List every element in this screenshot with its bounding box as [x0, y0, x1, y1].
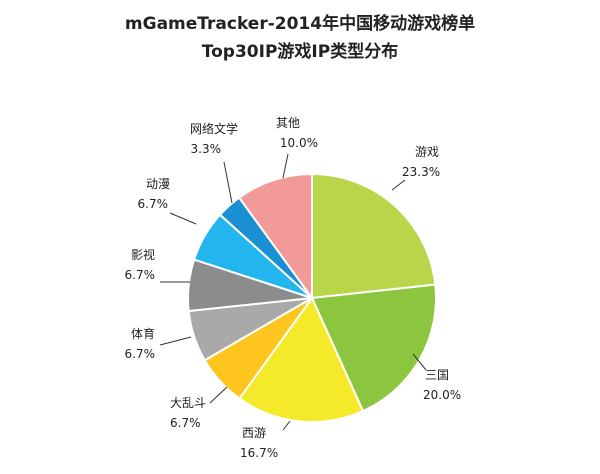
slice-4-leader-line: [209, 386, 228, 404]
slice-8-value-label: 3.3%: [191, 142, 222, 156]
slice-8-leader-line: [223, 161, 233, 204]
slice-3-name-label: 西游: [242, 426, 266, 440]
slice-1-leader-line: [391, 179, 406, 191]
slice-9-value-label: 10.0%: [280, 136, 318, 150]
slice-3-leader-line: [282, 420, 291, 431]
slice-7-name-label: 动漫: [146, 177, 170, 191]
slice-3-value-label: 16.7%: [240, 446, 278, 460]
slice-6-name-label: 影视: [131, 247, 155, 262]
slice-5-leader-line: [159, 336, 192, 346]
slice-9-wedge: [237, 172, 313, 302]
slice-6-value-label: 6.7%: [125, 268, 156, 282]
slice-1-value-label: 23.3%: [402, 165, 440, 179]
slice-1-wedge: [311, 172, 437, 300]
slice-8-name-label: 网络文学: [190, 121, 238, 136]
slice-1-name-label: 游戏: [415, 145, 439, 159]
slice-4-name-label: 大乱斗: [170, 396, 206, 410]
slice-9-leader-line: [282, 153, 289, 179]
slice-3-wedge: [238, 296, 365, 424]
chart-title: mGameTracker-2014年中国移动游戏榜单: [124, 14, 476, 34]
slice-2-value-label: 20.0%: [423, 388, 461, 402]
slice-2-wedge: [310, 283, 437, 413]
slice-7-value-label: 6.7%: [138, 197, 169, 211]
slice-2-leader-line: [412, 353, 427, 371]
chart-subtitle: Top30IP游戏IP类型分布: [201, 42, 399, 62]
slice-5-name-label: 体育: [131, 326, 155, 341]
slice-4-value-label: 6.7%: [170, 416, 201, 430]
slice-2-name-label: 三国: [425, 368, 449, 382]
slice-9-name-label: 其他: [276, 116, 300, 130]
slice-5-value-label: 6.7%: [125, 347, 156, 361]
slice-7-leader-line: [169, 212, 197, 225]
